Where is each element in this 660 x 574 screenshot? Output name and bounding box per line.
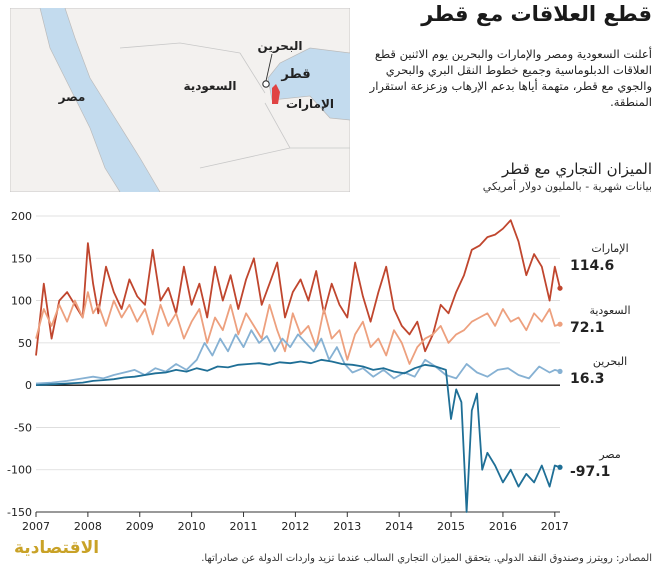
series-line-bahrain: [35, 329, 561, 385]
series-end-point-egypt: [557, 464, 563, 470]
x-tick-label: 2015: [437, 520, 465, 533]
y-tick-label: 50: [18, 337, 32, 350]
series-line-egypt: [35, 358, 561, 513]
y-tick-label: 100: [11, 295, 32, 308]
intro-text: أعلنت السعودية ومصر والإمارات والبحرين ي…: [369, 47, 652, 109]
y-tick-label: 150: [11, 252, 32, 265]
map-bahrain-marker: [262, 80, 270, 88]
map-label-qatar: قطر: [280, 67, 310, 82]
x-tick-label: 2016: [489, 520, 517, 533]
x-tick-label: 2010: [178, 520, 206, 533]
series-value-label-egypt: -97.1: [570, 464, 610, 480]
x-tick-label: 2011: [230, 520, 258, 533]
map-label-bahrain: البحرين: [258, 39, 303, 53]
map-label-uae: الإمارات: [286, 97, 334, 111]
map-bahrain-leader: [265, 53, 273, 82]
region-map: مصر السعودية البحرين قطر الإمارات: [10, 8, 350, 192]
x-tick-label: 2017: [541, 520, 569, 533]
series-value-label-uae: 114.6: [570, 258, 614, 274]
series-name-label-bahrain: البحرين: [593, 355, 627, 368]
headline: قطع العلاقات مع قطر: [421, 2, 652, 26]
y-tick-label: 0: [25, 379, 32, 392]
chart-title: الميزان التجاري مع قطر: [502, 160, 652, 178]
x-tick-label: 2008: [74, 520, 102, 533]
map-land-saudi: [64, 8, 350, 192]
series-end-point-saudi: [557, 321, 563, 327]
map-label-saudi: السعودية: [183, 79, 236, 94]
x-tick-label: 2007: [22, 520, 50, 533]
series-line-uae: [35, 219, 561, 356]
map-border-lines: [119, 42, 350, 169]
y-tick-label: -150: [7, 506, 32, 519]
series-end-point-bahrain: [557, 368, 563, 374]
publisher-logo: الاقتصادية: [14, 538, 100, 558]
map-land-egypt: [10, 8, 121, 192]
map-qatar-highlight: [272, 84, 280, 104]
series-name-label-egypt: مصر: [598, 448, 621, 461]
series-name-label-saudi: السعودية: [589, 304, 630, 317]
x-tick-label: 2009: [126, 520, 154, 533]
x-tick-label: 2013: [333, 520, 361, 533]
series-value-label-bahrain: 16.3: [570, 371, 605, 387]
x-tick-label: 2012: [281, 520, 309, 533]
chart-subtitle: بيانات شهرية - بالمليون دولار أمريكي: [482, 180, 652, 193]
series-end-point-uae: [557, 285, 563, 291]
map-label-egypt: مصر: [58, 90, 86, 104]
series-name-label-uae: الإمارات: [591, 242, 628, 255]
x-tick-label: 2014: [385, 520, 413, 533]
source-note: المصادر: رويترز وصندوق النقد الدولي. يتح…: [201, 553, 652, 564]
series-line-saudi: [35, 291, 561, 365]
y-tick-label: 200: [11, 210, 32, 223]
y-tick-label: -100: [7, 464, 32, 477]
y-tick-label: -50: [14, 421, 32, 434]
series-value-label-saudi: 72.1: [570, 320, 605, 336]
